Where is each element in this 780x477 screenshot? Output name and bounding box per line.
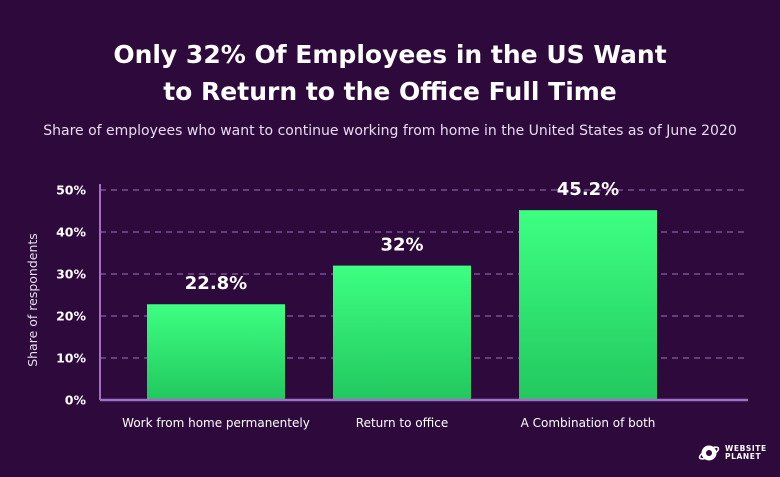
data-labels: 22.8% 32% 45.2% bbox=[185, 179, 619, 294]
brand-name: WEBSITE PLANET bbox=[725, 443, 767, 462]
bar bbox=[147, 304, 285, 400]
chart-title: Only 32% Of Employees in the US Want to … bbox=[0, 36, 780, 110]
brand-line-2: PLANET bbox=[725, 452, 762, 461]
y-axis-ticks: 0% 10% 20% 30% 40% 50% bbox=[56, 183, 86, 408]
data-label: 45.2% bbox=[557, 179, 619, 200]
y-tick-label: 40% bbox=[56, 225, 86, 240]
x-tick-label: Work from home permanentely bbox=[122, 416, 310, 430]
bar bbox=[519, 210, 657, 400]
x-axis-ticks: Work from home permanentely Return to off… bbox=[122, 416, 655, 430]
chart-title-line-2: to Return to the Office Full Time bbox=[163, 77, 617, 106]
y-tick-label: 0% bbox=[65, 393, 87, 408]
chart-subtitle: Share of employees who want to continue … bbox=[43, 123, 737, 139]
data-label: 22.8% bbox=[185, 273, 247, 294]
y-tick-label: 20% bbox=[56, 309, 86, 324]
planet-logo-icon bbox=[698, 445, 720, 461]
data-label: 32% bbox=[380, 235, 423, 256]
x-tick-label: Return to office bbox=[356, 416, 448, 430]
brand-line-1: WEBSITE bbox=[725, 443, 767, 453]
bar bbox=[333, 265, 471, 400]
bars bbox=[147, 210, 657, 400]
y-axis-label: Share of respondents bbox=[25, 233, 40, 367]
y-tick-label: 50% bbox=[56, 183, 86, 198]
chart-title-line-1: Only 32% Of Employees in the US Want bbox=[113, 40, 667, 69]
website-planet-logo: WEBSITE PLANET bbox=[698, 442, 767, 464]
y-tick-label: 10% bbox=[56, 351, 86, 366]
x-tick-label: A Combination of both bbox=[521, 416, 656, 430]
y-tick-label: 30% bbox=[56, 267, 86, 282]
